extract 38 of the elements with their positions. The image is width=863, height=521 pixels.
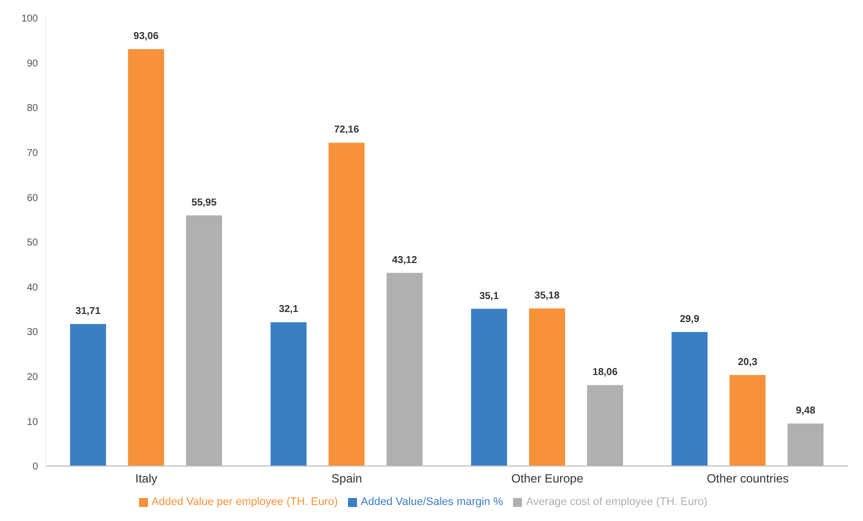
legend-label: Added Value per employee (TH. Euro) xyxy=(152,496,338,508)
data-label: 43,12 xyxy=(392,254,418,266)
data-label: 29,9 xyxy=(680,314,700,326)
x-tick-label: Italy xyxy=(135,472,158,486)
y-tick-label: 40 xyxy=(26,282,38,294)
data-label: 72,16 xyxy=(334,124,360,136)
data-label: 20,3 xyxy=(738,357,758,368)
data-label: 31,71 xyxy=(76,306,102,317)
data-label: 18,06 xyxy=(592,367,618,378)
y-tick-label: 90 xyxy=(26,58,38,70)
bar xyxy=(270,322,307,466)
data-label: 55,95 xyxy=(192,197,218,208)
data-label: 32,1 xyxy=(278,304,299,316)
y-tick-label: 50 xyxy=(26,238,38,249)
data-label: 93,06 xyxy=(134,31,160,42)
data-label: 9,48 xyxy=(796,406,816,417)
y-tick-label: 60 xyxy=(26,192,38,204)
bar xyxy=(529,308,566,466)
bar xyxy=(70,324,106,466)
data-label: 35,1 xyxy=(479,290,500,302)
bar xyxy=(471,308,508,466)
x-tick-label: Other Europe xyxy=(511,472,584,486)
y-tick-label: 30 xyxy=(26,327,38,338)
y-tick-label: 0 xyxy=(32,462,38,473)
data-label: 35,18 xyxy=(534,290,560,302)
y-tick-label: 20 xyxy=(26,372,38,383)
y-tick-label: 100 xyxy=(21,14,38,25)
y-tick-label: 10 xyxy=(26,416,38,428)
y-tick-label: 80 xyxy=(26,103,38,114)
bar xyxy=(672,332,708,466)
y-tick-label: 70 xyxy=(26,148,38,159)
bar xyxy=(328,142,365,466)
bar xyxy=(128,49,164,466)
x-tick-label: Other countries xyxy=(706,472,789,486)
bar xyxy=(730,375,766,466)
legend-label: Average cost of employee (TH. Euro) xyxy=(526,496,708,508)
legend-label: Added Value/Sales margin % xyxy=(360,496,504,508)
x-tick-label: Spain xyxy=(331,472,362,486)
